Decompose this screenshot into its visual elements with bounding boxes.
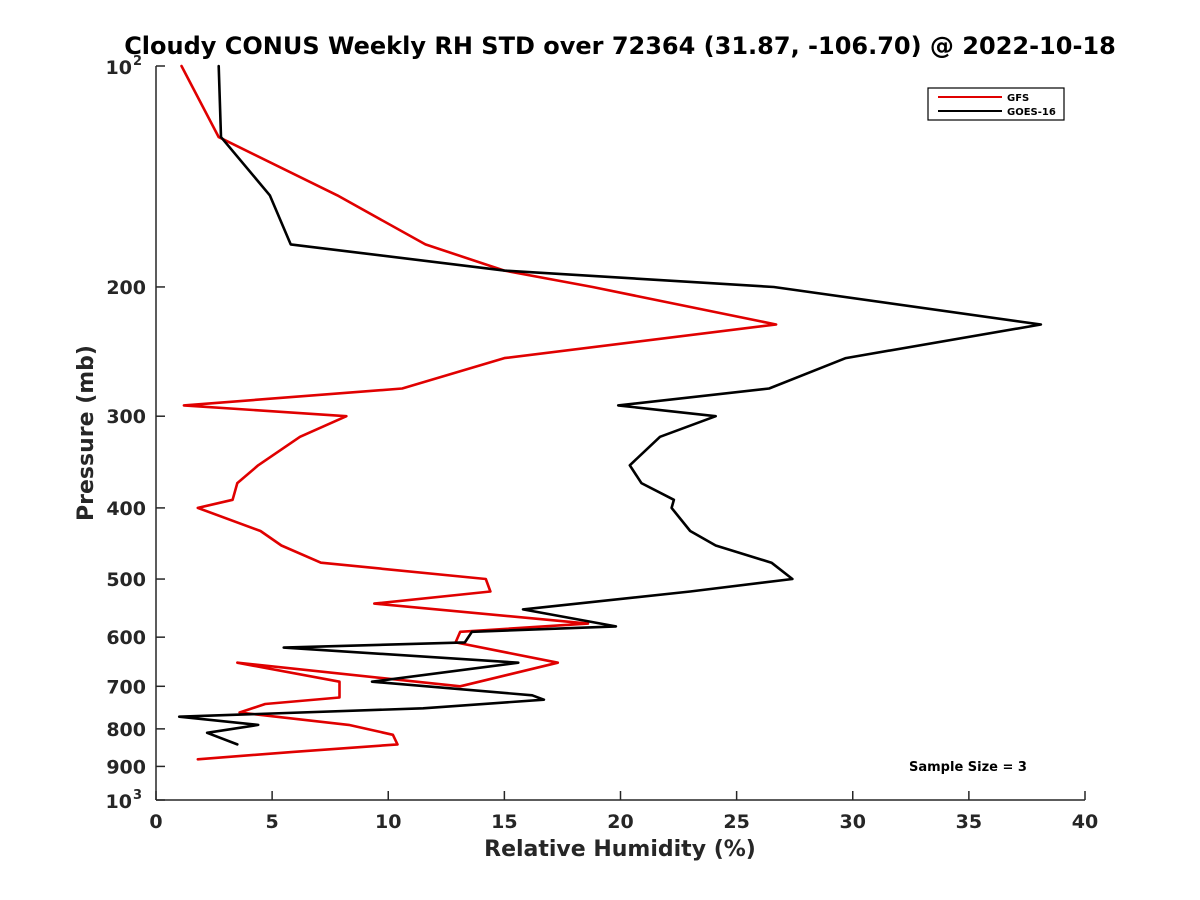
x-tick-label: 25 bbox=[723, 811, 749, 833]
y-axis-label: Pressure (mb) bbox=[74, 345, 99, 521]
x-tick-label: 15 bbox=[491, 811, 517, 833]
y-tick-label: 500 bbox=[106, 569, 146, 591]
legend: GFS GOES-16 bbox=[927, 87, 1065, 121]
x-tick-label: 0 bbox=[149, 811, 162, 833]
series-layer bbox=[177, 64, 1043, 761]
x-tick-label: 5 bbox=[266, 811, 279, 833]
x-tick-label: 10 bbox=[375, 811, 401, 833]
y-tick-label: 400 bbox=[106, 498, 146, 520]
y-tick-label: 700 bbox=[106, 676, 146, 698]
x-axis-label: Relative Humidity (%) bbox=[484, 837, 756, 862]
x-tick-label: 30 bbox=[840, 811, 866, 833]
x-tick-label: 40 bbox=[1072, 811, 1098, 833]
x-tick-label: 35 bbox=[956, 811, 982, 833]
y-tick-label: 900 bbox=[106, 756, 146, 778]
y-tick-label: 800 bbox=[106, 719, 146, 741]
y-tick-label: 300 bbox=[106, 406, 146, 428]
x-axis-ticks: 0 5 10 15 20 25 30 35 40 bbox=[149, 791, 1098, 833]
legend-label-gfs: GFS bbox=[1007, 93, 1029, 104]
x-tick-label: 20 bbox=[607, 811, 633, 833]
y-tick-label: 600 bbox=[106, 627, 146, 649]
legend-label-goes16: GOES-16 bbox=[1007, 107, 1056, 118]
y-tick-exponent: 3 bbox=[133, 788, 142, 803]
y-tick-label: 10 bbox=[106, 57, 132, 79]
legend-box bbox=[927, 87, 1065, 121]
y-tick-exponent: 2 bbox=[133, 54, 142, 69]
y-tick-label: 200 bbox=[106, 277, 146, 299]
y-tick-label: 10 bbox=[106, 791, 132, 813]
series-line-gfs bbox=[180, 64, 778, 761]
series-line-goes16 bbox=[177, 64, 1043, 746]
chart-title: Cloudy CONUS Weekly RH STD over 72364 (3… bbox=[124, 32, 1116, 60]
sample-size-annotation: Sample Size = 3 bbox=[909, 760, 1027, 775]
